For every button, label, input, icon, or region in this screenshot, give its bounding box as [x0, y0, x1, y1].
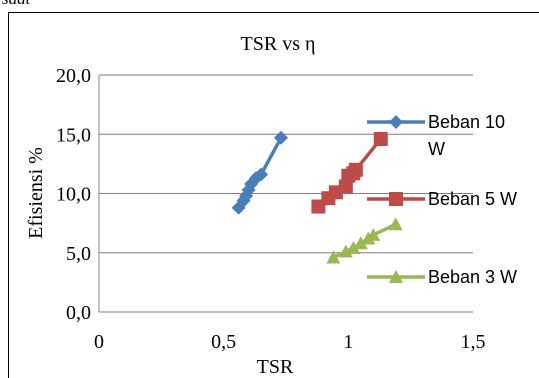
legend-item: Beban 3 W: [367, 267, 517, 287]
chart-frame: [8, 12, 539, 378]
series-2: [311, 131, 388, 214]
legend-label: W: [428, 139, 445, 159]
data-point: [274, 130, 289, 145]
legend-item: Beban 5 W: [367, 189, 517, 209]
legend-item: Beban 10 W: [367, 112, 505, 159]
data-point: [348, 162, 363, 177]
y-tick-label: 0,0: [66, 302, 91, 324]
y-tick-label: 20,0: [56, 65, 91, 87]
legend-label: Beban 3 W: [428, 267, 517, 287]
series-3: [326, 217, 403, 264]
y-tick-label: 15,0: [56, 124, 91, 146]
data-point: [366, 227, 381, 241]
x-tick-labels: 0 0,5 1 1,5: [94, 331, 486, 353]
y-axis-title: Efisiensi %: [25, 147, 47, 239]
data-point: [346, 241, 361, 254]
x-axis-title: TSR: [257, 356, 294, 378]
y-tick-labels: 0,0 5,0 10,0 15,0 20,0: [56, 65, 91, 324]
data-point: [353, 236, 368, 250]
series-layer: [231, 130, 403, 264]
legend-marker: [389, 270, 403, 283]
x-tick-label: 0: [94, 331, 104, 353]
x-tick-label: 0,5: [211, 331, 236, 353]
top-caption-fragment: saat: [2, 0, 30, 9]
legend-label: Beban 10: [428, 112, 505, 132]
gridlines: [99, 74, 473, 254]
data-point: [326, 250, 341, 264]
data-point: [254, 167, 269, 182]
y-tick-label: 10,0: [56, 184, 91, 206]
data-point: [388, 217, 403, 231]
series-1: [231, 130, 289, 215]
legend-label: Beban 5 W: [428, 189, 517, 209]
legend-marker: [389, 192, 403, 206]
x-tick-label: 1,5: [461, 331, 486, 353]
legend: Beban 10 W Beban 5 W Beban 3 W: [367, 112, 517, 287]
data-point: [373, 131, 388, 146]
chart-title: TSR vs η: [241, 33, 316, 55]
data-point: [338, 244, 353, 258]
data-point: [338, 179, 353, 194]
legend-marker: [389, 115, 403, 129]
y-tick-label: 5,0: [66, 243, 91, 265]
x-tick-label: 1: [343, 331, 353, 353]
